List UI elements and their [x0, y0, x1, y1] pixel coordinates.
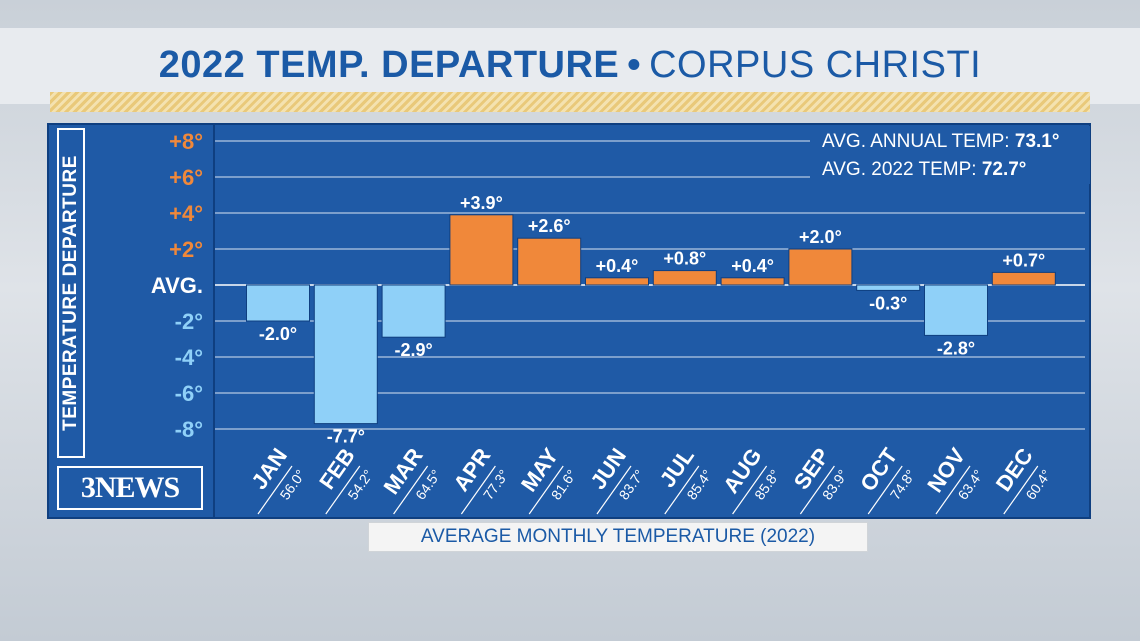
- data-label: +2.0°: [799, 227, 842, 247]
- month-divider: [1003, 465, 1039, 515]
- month-divider: [528, 465, 564, 515]
- bar: [449, 214, 514, 286]
- bar: [856, 284, 921, 291]
- title-location: CORPUS CHRISTI: [649, 44, 982, 86]
- chart-title: 2022 TEMP. DEPARTURE • CORPUS CHRISTI: [0, 44, 1140, 87]
- month-divider: [460, 465, 496, 515]
- bar: [313, 284, 378, 425]
- data-label: -7.7°: [327, 427, 365, 447]
- y-tick-label: -2°: [175, 309, 203, 334]
- y-tick-label: -8°: [175, 417, 203, 442]
- panel-divider: [213, 125, 215, 517]
- bar: [517, 237, 582, 286]
- decorative-stripe: [50, 92, 1090, 112]
- year-avg-line: AVG. 2022 TEMP: 72.7°: [822, 159, 1026, 181]
- title-bar: [0, 28, 1140, 104]
- year-avg-label: AVG. 2022 TEMP:: [822, 159, 977, 180]
- y-tick-label: -4°: [175, 345, 203, 370]
- data-label: -2.8°: [937, 338, 975, 358]
- month-divider: [325, 465, 361, 515]
- data-label: +0.4°: [731, 256, 774, 276]
- y-axis-title-box: [57, 128, 85, 458]
- annual-avg-label: AVG. ANNUAL TEMP:: [822, 131, 1010, 152]
- y-tick-label: AVG.: [151, 273, 203, 298]
- x-axis-title: AVERAGE MONTHLY TEMPERATURE (2022): [368, 522, 868, 552]
- annual-avg-value: 73.1°: [1014, 131, 1060, 152]
- data-label: +3.9°: [460, 193, 503, 213]
- data-label: +0.8°: [663, 249, 706, 269]
- bar: [652, 270, 717, 286]
- data-label: -0.3°: [869, 293, 907, 313]
- month-divider: [935, 465, 971, 515]
- month-divider: [732, 465, 768, 515]
- data-label: +0.4°: [596, 256, 639, 276]
- bar: [246, 284, 310, 322]
- bar: [788, 248, 853, 286]
- month-divider: [799, 465, 835, 515]
- bar: [991, 271, 1056, 286]
- y-tick-label: +4°: [169, 201, 203, 226]
- bar: [924, 284, 988, 336]
- month-divider: [867, 465, 903, 515]
- data-label: -2.0°: [259, 324, 297, 344]
- y-tick-label: -6°: [175, 381, 203, 406]
- year-avg-value: 72.7°: [981, 159, 1027, 180]
- title-bold: 2022 TEMP. DEPARTURE: [158, 44, 620, 86]
- info-box: AVG. ANNUAL TEMP: 73.1° AVG. 2022 TEMP: …: [810, 126, 1090, 184]
- y-tick-label: +8°: [169, 129, 203, 154]
- station-logo: 3NEWS: [57, 466, 203, 510]
- bar: [585, 277, 649, 286]
- y-tick-label: +2°: [169, 237, 203, 262]
- month-divider: [393, 465, 429, 515]
- annual-avg-line: AVG. ANNUAL TEMP: 73.1°: [822, 131, 1059, 153]
- data-label: +2.6°: [528, 216, 571, 236]
- data-label: +0.7°: [1002, 250, 1045, 270]
- bar: [381, 284, 446, 338]
- bar: [720, 277, 785, 286]
- month-divider: [257, 465, 293, 515]
- y-tick-label: +6°: [169, 165, 203, 190]
- data-label: -2.9°: [394, 340, 432, 360]
- month-divider: [664, 465, 700, 515]
- month-divider: [596, 465, 632, 515]
- title-separator: •: [627, 44, 642, 86]
